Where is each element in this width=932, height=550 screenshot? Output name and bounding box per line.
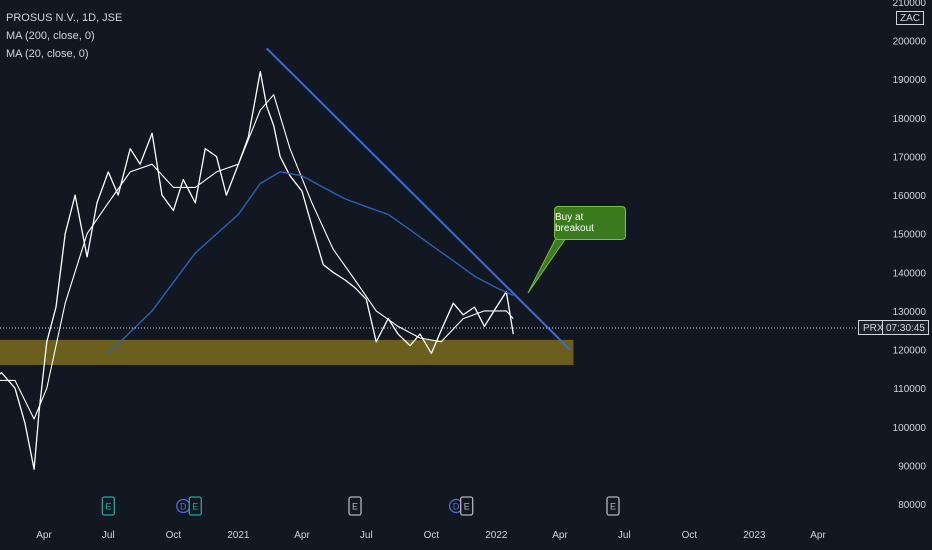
time-tick-label: Jul: [102, 530, 115, 541]
price-tick-label: 90000: [898, 461, 926, 472]
earnings-marker: [460, 496, 474, 516]
trendline-layer: [265, 47, 571, 351]
price-tick-label: 100000: [893, 423, 927, 434]
event-label: E: [352, 502, 358, 512]
price-tick-label: 80000: [898, 500, 926, 511]
price-line[interactable]: [0, 70, 514, 470]
price-tick-label: 170000: [893, 152, 927, 163]
legend-symbol[interactable]: PROSUS N.V., 1D, JSE: [6, 12, 123, 24]
price-tick-label: 140000: [893, 268, 927, 279]
event-label: E: [192, 502, 198, 512]
earnings-marker: [101, 496, 115, 516]
price-tick-label: 160000: [893, 191, 927, 202]
time-tick-label: Apr: [810, 530, 826, 541]
currency-badge: ZAC: [896, 11, 924, 25]
time-tick-label: Oct: [166, 530, 182, 541]
event-label: E: [464, 502, 470, 512]
price-tick-label: 150000: [893, 230, 927, 241]
price-tick-label: 180000: [893, 114, 927, 125]
earnings-marker: [348, 496, 362, 516]
callout-text: Buy at breakout: [555, 212, 594, 234]
support-zone-layer: [0, 339, 574, 365]
time-tick-label: 2023: [743, 530, 766, 541]
ma20-line[interactable]: [0, 94, 514, 420]
time-tick-label: Apr: [294, 530, 310, 541]
time-tick-label: Oct: [424, 530, 440, 541]
support-zone[interactable]: [0, 339, 574, 365]
price-tick-label: 190000: [893, 75, 927, 86]
time-tick-label: Oct: [682, 530, 698, 541]
legend-ma200[interactable]: MA (200, close, 0): [6, 30, 95, 42]
earnings-marker: [606, 496, 620, 516]
event-label: D: [180, 502, 187, 512]
event-label: E: [610, 502, 616, 512]
earnings-marker: [188, 496, 202, 516]
chart-legend: PROSUS N.V., 1D, JSE MA (200, close, 0) …: [6, 9, 122, 63]
price-tick-label: 120000: [893, 346, 927, 357]
ma200-line[interactable]: [107, 171, 514, 354]
series-layer: [0, 70, 514, 470]
legend-ma20[interactable]: MA (20, close, 0): [6, 48, 89, 60]
price-axis[interactable]: 80000 90000 100000 110000 120000 130000 140000…: [893, 0, 927, 511]
event-label: D: [453, 502, 460, 512]
price-tick-label: 130000: [893, 307, 927, 318]
time-tick-label: 2022: [485, 530, 508, 541]
time-tick-label: Apr: [552, 530, 568, 541]
event-marker[interactable]: E: [348, 496, 362, 516]
time-tick-label: Jul: [618, 530, 631, 541]
event-marker[interactable]: E: [460, 496, 474, 516]
event-marker[interactable]: E: [101, 496, 115, 516]
descending-trendline[interactable]: [265, 47, 571, 351]
event-label: E: [105, 502, 111, 512]
time-tick-label: 2021: [227, 530, 250, 541]
event-marker[interactable]: D: [448, 498, 464, 514]
price-tick-label: 200000: [893, 37, 927, 48]
time-tick-label: Jul: [360, 530, 373, 541]
price-tick-label: 110000: [893, 384, 926, 395]
current-time-label: 07:30:45: [882, 320, 929, 335]
price-tick-label: 210000: [893, 0, 927, 9]
time-axis[interactable]: Apr Jul Oct 2021 Apr Jul Oct 2022 Apr Jul Oct 2023 A…: [36, 530, 826, 541]
time-tick-label: Apr: [36, 530, 52, 541]
event-marker[interactable]: D: [176, 498, 191, 514]
event-marker[interactable]: E: [606, 496, 620, 516]
event-marker[interactable]: E: [188, 496, 202, 516]
buy-at-breakout-callout[interactable]: Buy at breakout: [554, 206, 626, 240]
